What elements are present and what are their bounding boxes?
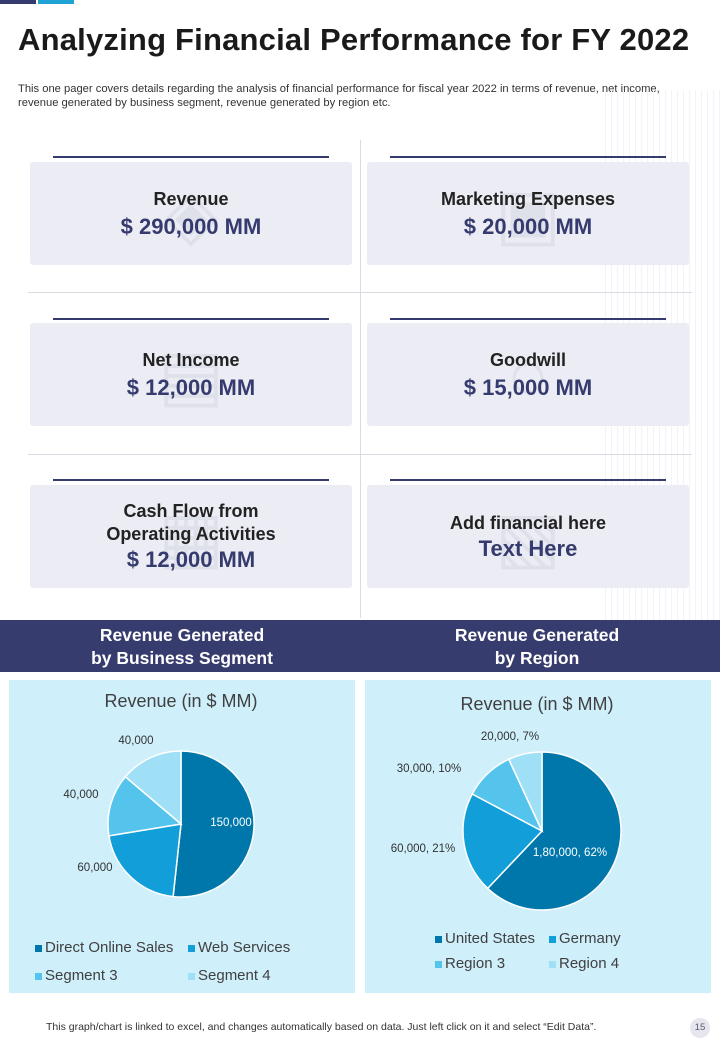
legend-label: Segment 3 xyxy=(45,967,118,984)
legend-item: Segment 4 xyxy=(188,967,271,984)
footer-note: This graph/chart is linked to excel, and… xyxy=(46,1021,597,1033)
legend-item: Germany xyxy=(549,930,621,947)
data-label: 20,000, 7% xyxy=(481,731,539,743)
card-rule xyxy=(390,479,666,481)
legend-label: Region 3 xyxy=(445,955,505,972)
legend-swatch xyxy=(188,945,195,952)
grid-divider-horizontal xyxy=(28,454,692,455)
legend-label: Segment 4 xyxy=(198,967,271,984)
marketing-icon: ▣ xyxy=(494,174,562,253)
legend-label: Web Services xyxy=(198,939,290,956)
page-title: Analyzing Financial Performance for FY 2… xyxy=(18,22,690,57)
card-rule xyxy=(53,318,329,320)
page-description: This one pager covers details regarding … xyxy=(18,83,660,109)
legend-swatch xyxy=(435,936,442,943)
card-rule xyxy=(390,156,666,158)
legend-label: Region 4 xyxy=(559,955,619,972)
metric-card-net-income: ▤ Net Income $ 12,000 MM xyxy=(30,323,352,426)
legend-swatch xyxy=(188,973,195,980)
region-section-heading: Revenue Generated by Region xyxy=(454,625,620,668)
pie-slice-region-4 xyxy=(507,751,543,832)
legend-label: United States xyxy=(445,930,535,947)
handshake-icon: ○ xyxy=(506,335,550,414)
metric-label: Revenue xyxy=(153,188,229,209)
pie-slice-direct-online-sales xyxy=(172,750,255,898)
metrics-grid: ◈ Revenue $ 290,000 MM ▣ Marketing Expen… xyxy=(28,140,692,618)
region-pie-chart-panel: Revenue (in $ MM) 1,80,000, 62% 60,000, 21… xyxy=(365,680,711,993)
metric-card-marketing-expenses: ▣ Marketing Expenses $ 20,000 MM xyxy=(367,162,689,265)
metric-label: Marketing Expenses xyxy=(440,188,616,209)
segment-pie-chart: Revenue (in $ MM) 150,000 60,000 40,000 40,0… xyxy=(35,691,290,984)
grid-divider-vertical xyxy=(360,140,361,618)
chart-title: Revenue (in $ MM) xyxy=(104,691,257,711)
card-rule xyxy=(53,479,329,481)
legend-item: Direct Online Sales xyxy=(35,939,173,956)
top-accent-bar xyxy=(0,0,74,4)
metric-label: Add financial here xyxy=(449,512,607,533)
metric-card-placeholder: ▧ Add financial here Text Here xyxy=(367,485,689,588)
legend-item: Region 3 xyxy=(435,955,505,972)
data-label: 40,000 xyxy=(118,735,153,747)
pie-slice-segment-3 xyxy=(107,775,183,837)
grid-divider-horizontal xyxy=(28,292,692,293)
document-icon: ▧ xyxy=(494,497,562,576)
data-label: 60,000 xyxy=(77,862,112,874)
data-label: 150,000 xyxy=(210,817,252,829)
legend-swatch xyxy=(549,961,556,968)
metric-label: Goodwill xyxy=(490,349,566,370)
legend-label: Germany xyxy=(559,930,621,947)
legend-label: Direct Online Sales xyxy=(45,939,173,956)
cash-flow-icon: ▦ xyxy=(157,497,225,576)
legend-item: Web Services xyxy=(188,939,290,956)
section-heading-band: Revenue Generated by Business Segment Re… xyxy=(0,620,720,672)
card-rule xyxy=(53,156,329,158)
legend-swatch xyxy=(35,945,42,952)
pie-slice-segment-4 xyxy=(124,750,182,826)
metric-label: Cash Flow from Operating Activities xyxy=(106,501,276,544)
legend-swatch xyxy=(35,973,42,980)
money-bag-icon: ◈ xyxy=(164,174,218,253)
metric-label: Net Income xyxy=(142,349,240,370)
legend-swatch xyxy=(435,961,442,968)
pie-slice-united-states xyxy=(486,751,622,911)
chart-title: Revenue (in $ MM) xyxy=(460,694,613,714)
metric-value: Text Here xyxy=(478,535,578,561)
metric-value: $ 20,000 MM xyxy=(463,213,593,239)
data-label: 40,000 xyxy=(63,789,98,801)
card-rule xyxy=(390,318,666,320)
metric-value: $ 15,000 MM xyxy=(463,374,593,400)
metric-value: $ 290,000 MM xyxy=(120,213,262,239)
segment-section-heading: Revenue Generated by Business Segment xyxy=(91,625,273,668)
legend-swatch xyxy=(549,936,556,943)
data-label: 60,000, 21% xyxy=(391,843,456,855)
data-label: 30,000, 10% xyxy=(397,763,462,775)
legend-item: Segment 3 xyxy=(35,967,118,984)
metric-card-revenue: ◈ Revenue $ 290,000 MM xyxy=(30,162,352,265)
region-pie-chart: Revenue (in $ MM) 1,80,000, 62% 60,000, 21… xyxy=(391,694,622,972)
page-number: 15 xyxy=(690,1018,710,1038)
legend-item: Region 4 xyxy=(549,955,619,972)
pie-slice-germany xyxy=(462,792,544,890)
metric-card-cash-flow: ▦ Cash Flow from Operating Activities $ … xyxy=(30,485,352,588)
pie-slice-web-services xyxy=(108,823,182,898)
metric-card-goodwill: ○ Goodwill $ 15,000 MM xyxy=(367,323,689,426)
cash-stack-icon: ▤ xyxy=(157,335,225,414)
segment-pie-chart-panel: Revenue (in $ MM) 150,000 60,000 40,000 40,0… xyxy=(9,680,355,993)
data-label: 1,80,000, 62% xyxy=(533,847,607,859)
metric-value: $ 12,000 MM xyxy=(126,374,256,400)
legend-item: United States xyxy=(435,930,535,947)
metric-value: $ 12,000 MM xyxy=(126,547,256,572)
